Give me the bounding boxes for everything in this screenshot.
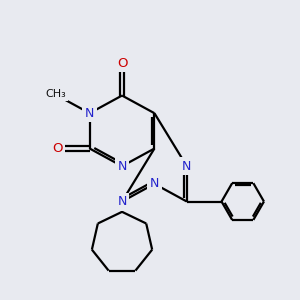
Text: N: N [182, 160, 191, 173]
Text: N: N [117, 160, 127, 173]
Text: N: N [150, 177, 159, 190]
Text: O: O [52, 142, 62, 155]
Text: O: O [117, 57, 127, 70]
Text: CH₃: CH₃ [45, 89, 66, 99]
Text: N: N [85, 107, 94, 120]
Text: N: N [117, 195, 127, 208]
